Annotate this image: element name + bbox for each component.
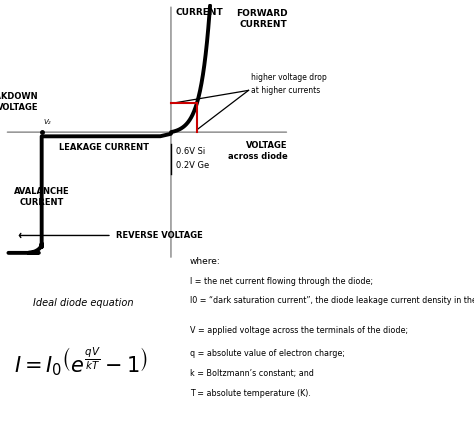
Text: higher voltage drop: higher voltage drop [252,73,327,82]
Text: I0 = “dark saturation current”, the diode leakage current density in the absence: I0 = “dark saturation current”, the diod… [190,296,474,305]
Text: k = Boltzmann’s constant; and: k = Boltzmann’s constant; and [190,369,313,378]
Text: 0.6V Si: 0.6V Si [176,147,206,156]
Text: q = absolute value of electron charge;: q = absolute value of electron charge; [190,349,345,358]
Text: BREAKDOWN
VOLTAGE: BREAKDOWN VOLTAGE [0,92,38,112]
Text: $I = I_0 \left(e^{\frac{qV}{kT}} - 1\right)$: $I = I_0 \left(e^{\frac{qV}{kT}} - 1\rig… [14,345,148,378]
Text: I = the net current flowing through the diode;: I = the net current flowing through the … [190,276,373,285]
Text: V₂: V₂ [44,119,51,125]
Text: T = absolute temperature (K).: T = absolute temperature (K). [190,389,310,398]
Text: AVALANCHE
CURRENT: AVALANCHE CURRENT [14,187,70,207]
Text: at higher currents: at higher currents [252,86,321,95]
Text: V = applied voltage across the terminals of the diode;: V = applied voltage across the terminals… [190,326,408,335]
Text: LEAKAGE CURRENT: LEAKAGE CURRENT [59,142,149,151]
Text: FORWARD
CURRENT: FORWARD CURRENT [236,9,287,29]
Text: CURRENT: CURRENT [175,8,223,17]
Text: Ideal diode equation: Ideal diode equation [33,298,134,308]
Text: 0.2V Ge: 0.2V Ge [176,161,210,170]
Text: REVERSE VOLTAGE: REVERSE VOLTAGE [116,231,202,240]
Text: VOLTAGE
across diode: VOLTAGE across diode [228,142,287,161]
Text: where:: where: [190,257,220,266]
